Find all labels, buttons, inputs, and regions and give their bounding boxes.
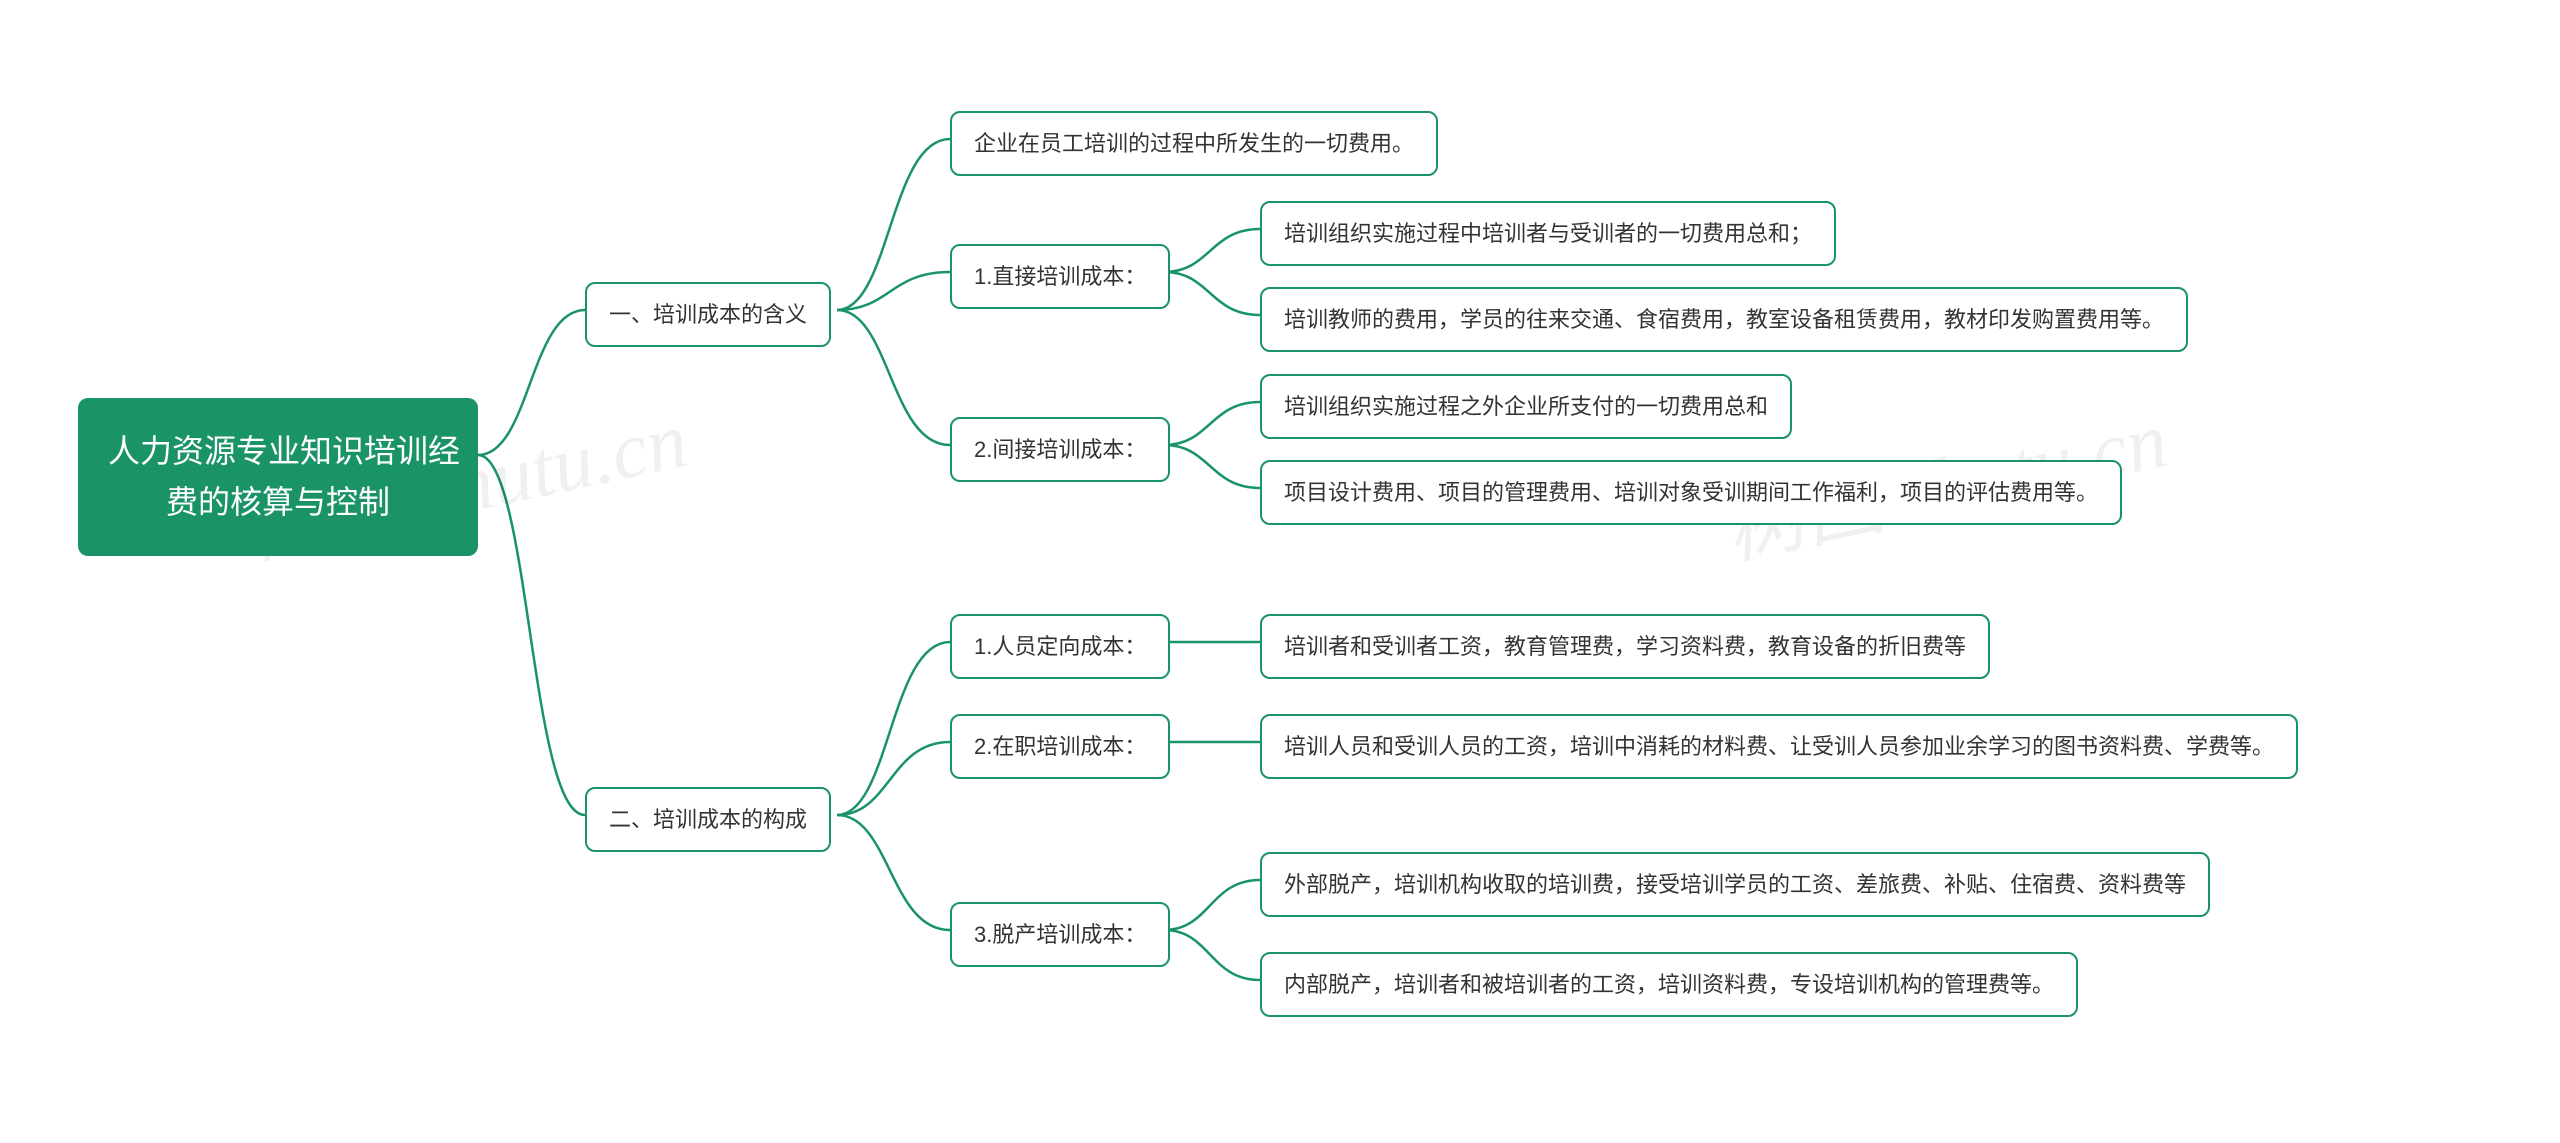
node-l2-2-2: 2.在职培训成本：: [950, 714, 1170, 779]
node-l3-2-1-1: 培训者和受训者工资，教育管理费，学习资料费，教育设备的折旧费等: [1260, 614, 1990, 679]
node-l3-1-2-1: 培训组织实施过程中培训者与受训者的一切费用总和；: [1260, 201, 1836, 266]
root-node: 人力资源专业知识培训经 费的核算与控制: [78, 398, 478, 556]
node-l2-2-3: 3.脱产培训成本：: [950, 902, 1170, 967]
node-l1-2: 二、培训成本的构成: [585, 787, 831, 852]
root-line2: 费的核算与控制: [108, 477, 448, 528]
node-l2-1-2: 1.直接培训成本：: [950, 244, 1170, 309]
node-l3-1-3-1: 培训组织实施过程之外企业所支付的一切费用总和: [1260, 374, 1792, 439]
node-l1-1: 一、培训成本的含义: [585, 282, 831, 347]
node-l3-1-2-2: 培训教师的费用，学员的往来交通、食宿费用，教室设备租赁费用，教材印发购置费用等。: [1260, 287, 2188, 352]
node-l3-1-3-2: 项目设计费用、项目的管理费用、培训对象受训期间工作福利，项目的评估费用等。: [1260, 460, 2122, 525]
root-line1: 人力资源专业知识培训经: [108, 426, 448, 477]
node-l3-2-3-1: 外部脱产，培训机构收取的培训费，接受培训学员的工资、差旅费、补贴、住宿费、资料费…: [1260, 852, 2210, 917]
node-l3-2-2-1: 培训人员和受训人员的工资，培训中消耗的材料费、让受训人员参加业余学习的图书资料费…: [1260, 714, 2298, 779]
node-l2-1-1: 企业在员工培训的过程中所发生的一切费用。: [950, 111, 1438, 176]
node-l2-2-1: 1.人员定向成本：: [950, 614, 1170, 679]
node-l2-1-3: 2.间接培训成本：: [950, 417, 1170, 482]
node-l3-2-3-2: 内部脱产，培训者和被培训者的工资，培训资料费，专设培训机构的管理费等。: [1260, 952, 2078, 1017]
